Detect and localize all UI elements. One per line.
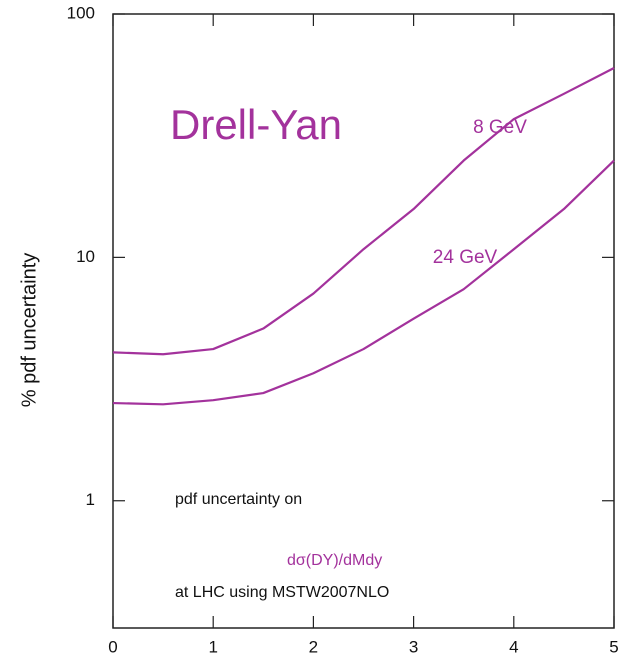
x-tick-label: 1 <box>208 637 217 656</box>
x-tick-label: 3 <box>409 637 418 656</box>
annotation: at LHC using MSTW2007NLO <box>175 584 389 601</box>
data-line <box>112 159 615 406</box>
x-tick-label: 5 <box>609 637 618 656</box>
series-label: 8 GeV <box>473 117 527 138</box>
data-line <box>112 67 615 356</box>
y-tick-label: 1 <box>86 490 95 509</box>
annotation: dσ(DY)/dMdy <box>287 552 382 569</box>
y-tick-label: 100 <box>67 3 95 22</box>
y-axis-label: % pdf uncertainty <box>18 253 40 408</box>
plot-frame <box>112 13 615 629</box>
x-tick-label: 4 <box>509 637 518 656</box>
series-label: 24 GeV <box>433 247 498 268</box>
y-tick-label: 10 <box>76 247 95 266</box>
annotation: Drell-Yan <box>170 101 342 148</box>
x-tick-label: 0 <box>108 637 117 656</box>
annotation: pdf uncertainty on <box>175 491 302 508</box>
x-tick-label: 2 <box>309 637 318 656</box>
